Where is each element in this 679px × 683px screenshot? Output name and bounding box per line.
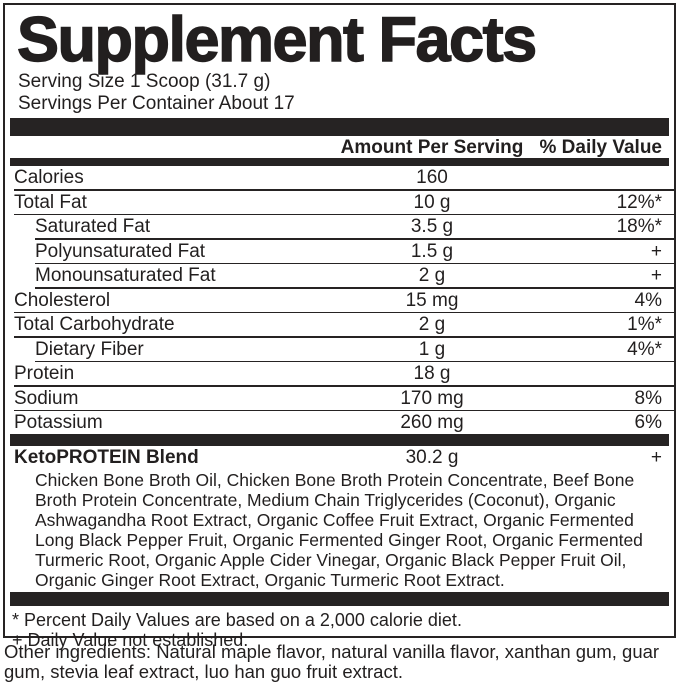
nutrient-amount: 15 mg (405, 289, 459, 311)
amount-per-serving-header: Amount Per Serving (340, 137, 524, 158)
nutrient-amount: 1.5 g (410, 240, 454, 262)
thick-divider-bar-blend (10, 434, 669, 446)
separator-line (14, 311, 674, 313)
nutrient-name: Calories (14, 167, 84, 188)
separator-line (14, 336, 674, 338)
nutrient-amount: 160 (416, 167, 448, 188)
nutrient-name: Protein (14, 363, 75, 384)
nutrient-dv: + (650, 265, 662, 286)
nutrient-dv: 1%* (627, 314, 662, 335)
nutrient-amount: 18 g (413, 363, 451, 384)
nutrient-row-potassium: Potassium 260 mg 6% (5, 411, 674, 434)
nutrient-name: Sodium (14, 387, 79, 409)
other-ingredients-text: Other ingredients: Natural maple flavor,… (4, 641, 660, 682)
separator-line (14, 213, 674, 215)
blend-dv: + (650, 447, 662, 468)
separator-line (35, 287, 674, 289)
nutrient-row-monounsaturated-fat: Monounsaturated Fat 2 g + (5, 264, 674, 287)
nutrient-row-cholesterol: Cholesterol 15 mg 4% (5, 289, 674, 312)
column-header-row: Amount Per Serving % Daily Value (5, 136, 674, 158)
nutrient-name: Total Carbohydrate (14, 314, 175, 335)
nutrient-name: Polyunsaturated Fat (35, 240, 206, 262)
supplement-facts-panel: Supplement Facts Serving Size 1 Scoop (3… (3, 3, 676, 650)
nutrient-amount: 170 mg (400, 387, 464, 409)
separator-line (35, 360, 674, 362)
thick-divider-bar-bottom (10, 592, 669, 606)
footnote-percent-daily-value: * Percent Daily Values are based on a 2,… (12, 610, 462, 630)
nutrient-amount: 260 mg (400, 412, 464, 433)
nutrient-dv: + (650, 240, 662, 262)
nutrient-amount: 2 g (418, 314, 446, 335)
nutrient-name: Potassium (14, 412, 103, 433)
nutrient-dv: 4% (634, 289, 662, 311)
blend-name: KetoPROTEIN Blend (14, 447, 199, 468)
nutrient-dv: 8% (634, 387, 662, 409)
nutrient-name: Cholesterol (14, 289, 111, 311)
serving-size: Serving Size 1 Scoop (31.7 g) (18, 71, 271, 92)
header-divider-bar (10, 158, 669, 166)
serving-info: Serving Size 1 Scoop (31.7 g) Servings P… (5, 71, 674, 115)
nutrient-amount: 10 g (413, 191, 451, 213)
blend-row: KetoPROTEIN Blend 30.2 g + (5, 446, 674, 470)
nutrient-dv: 18%* (616, 216, 662, 237)
nutrient-amount: 3.5 g (410, 216, 454, 237)
separator-line (35, 262, 674, 264)
nutrient-row-dietary-fiber: Dietary Fiber 1 g 4%* (5, 338, 674, 361)
nutrient-row-total-carbohydrate: Total Carbohydrate 2 g 1%* (5, 313, 674, 336)
nutrient-row-sodium: Sodium 170 mg 8% (5, 387, 674, 410)
nutrient-amount: 1 g (418, 338, 446, 360)
footnotes: * Percent Daily Values are based on a 2,… (5, 606, 674, 650)
nutrient-dv: 4%* (627, 338, 662, 360)
footnote-daily-value-not-established: + Daily Value not established. (12, 630, 249, 650)
nutrient-row-calories: Calories 160 (5, 166, 674, 189)
nutrient-row-polyunsaturated-fat: Polyunsaturated Fat 1.5 g + (5, 240, 674, 263)
separator-line (14, 409, 674, 411)
blend-amount: 30.2 g (405, 447, 459, 468)
separator-line (35, 238, 674, 240)
nutrient-dv: 12%* (616, 191, 662, 213)
panel-title: Supplement Facts (16, 5, 538, 75)
nutrient-amount: 2 g (418, 265, 446, 286)
nutrient-name: Dietary Fiber (35, 338, 144, 360)
thick-divider-bar-top (10, 118, 669, 136)
separator-line (14, 189, 674, 191)
nutrient-name: Total Fat (14, 191, 87, 213)
nutrient-row-protein: Protein 18 g (5, 362, 674, 385)
nutrient-name: Monounsaturated Fat (35, 265, 216, 286)
daily-value-header: % Daily Value (539, 137, 662, 158)
separator-line (14, 385, 674, 387)
nutrient-name: Saturated Fat (35, 216, 151, 237)
nutrient-dv: 6% (634, 412, 662, 433)
nutrient-row-saturated-fat: Saturated Fat 3.5 g 18%* (5, 215, 674, 238)
nutrient-row-total-fat: Total Fat 10 g 12%* (5, 191, 674, 214)
blend-ingredients-list: Chicken Bone Broth Oil, Chicken Bone Bro… (35, 470, 643, 590)
servings-per-container: Servings Per Container About 17 (18, 93, 295, 114)
